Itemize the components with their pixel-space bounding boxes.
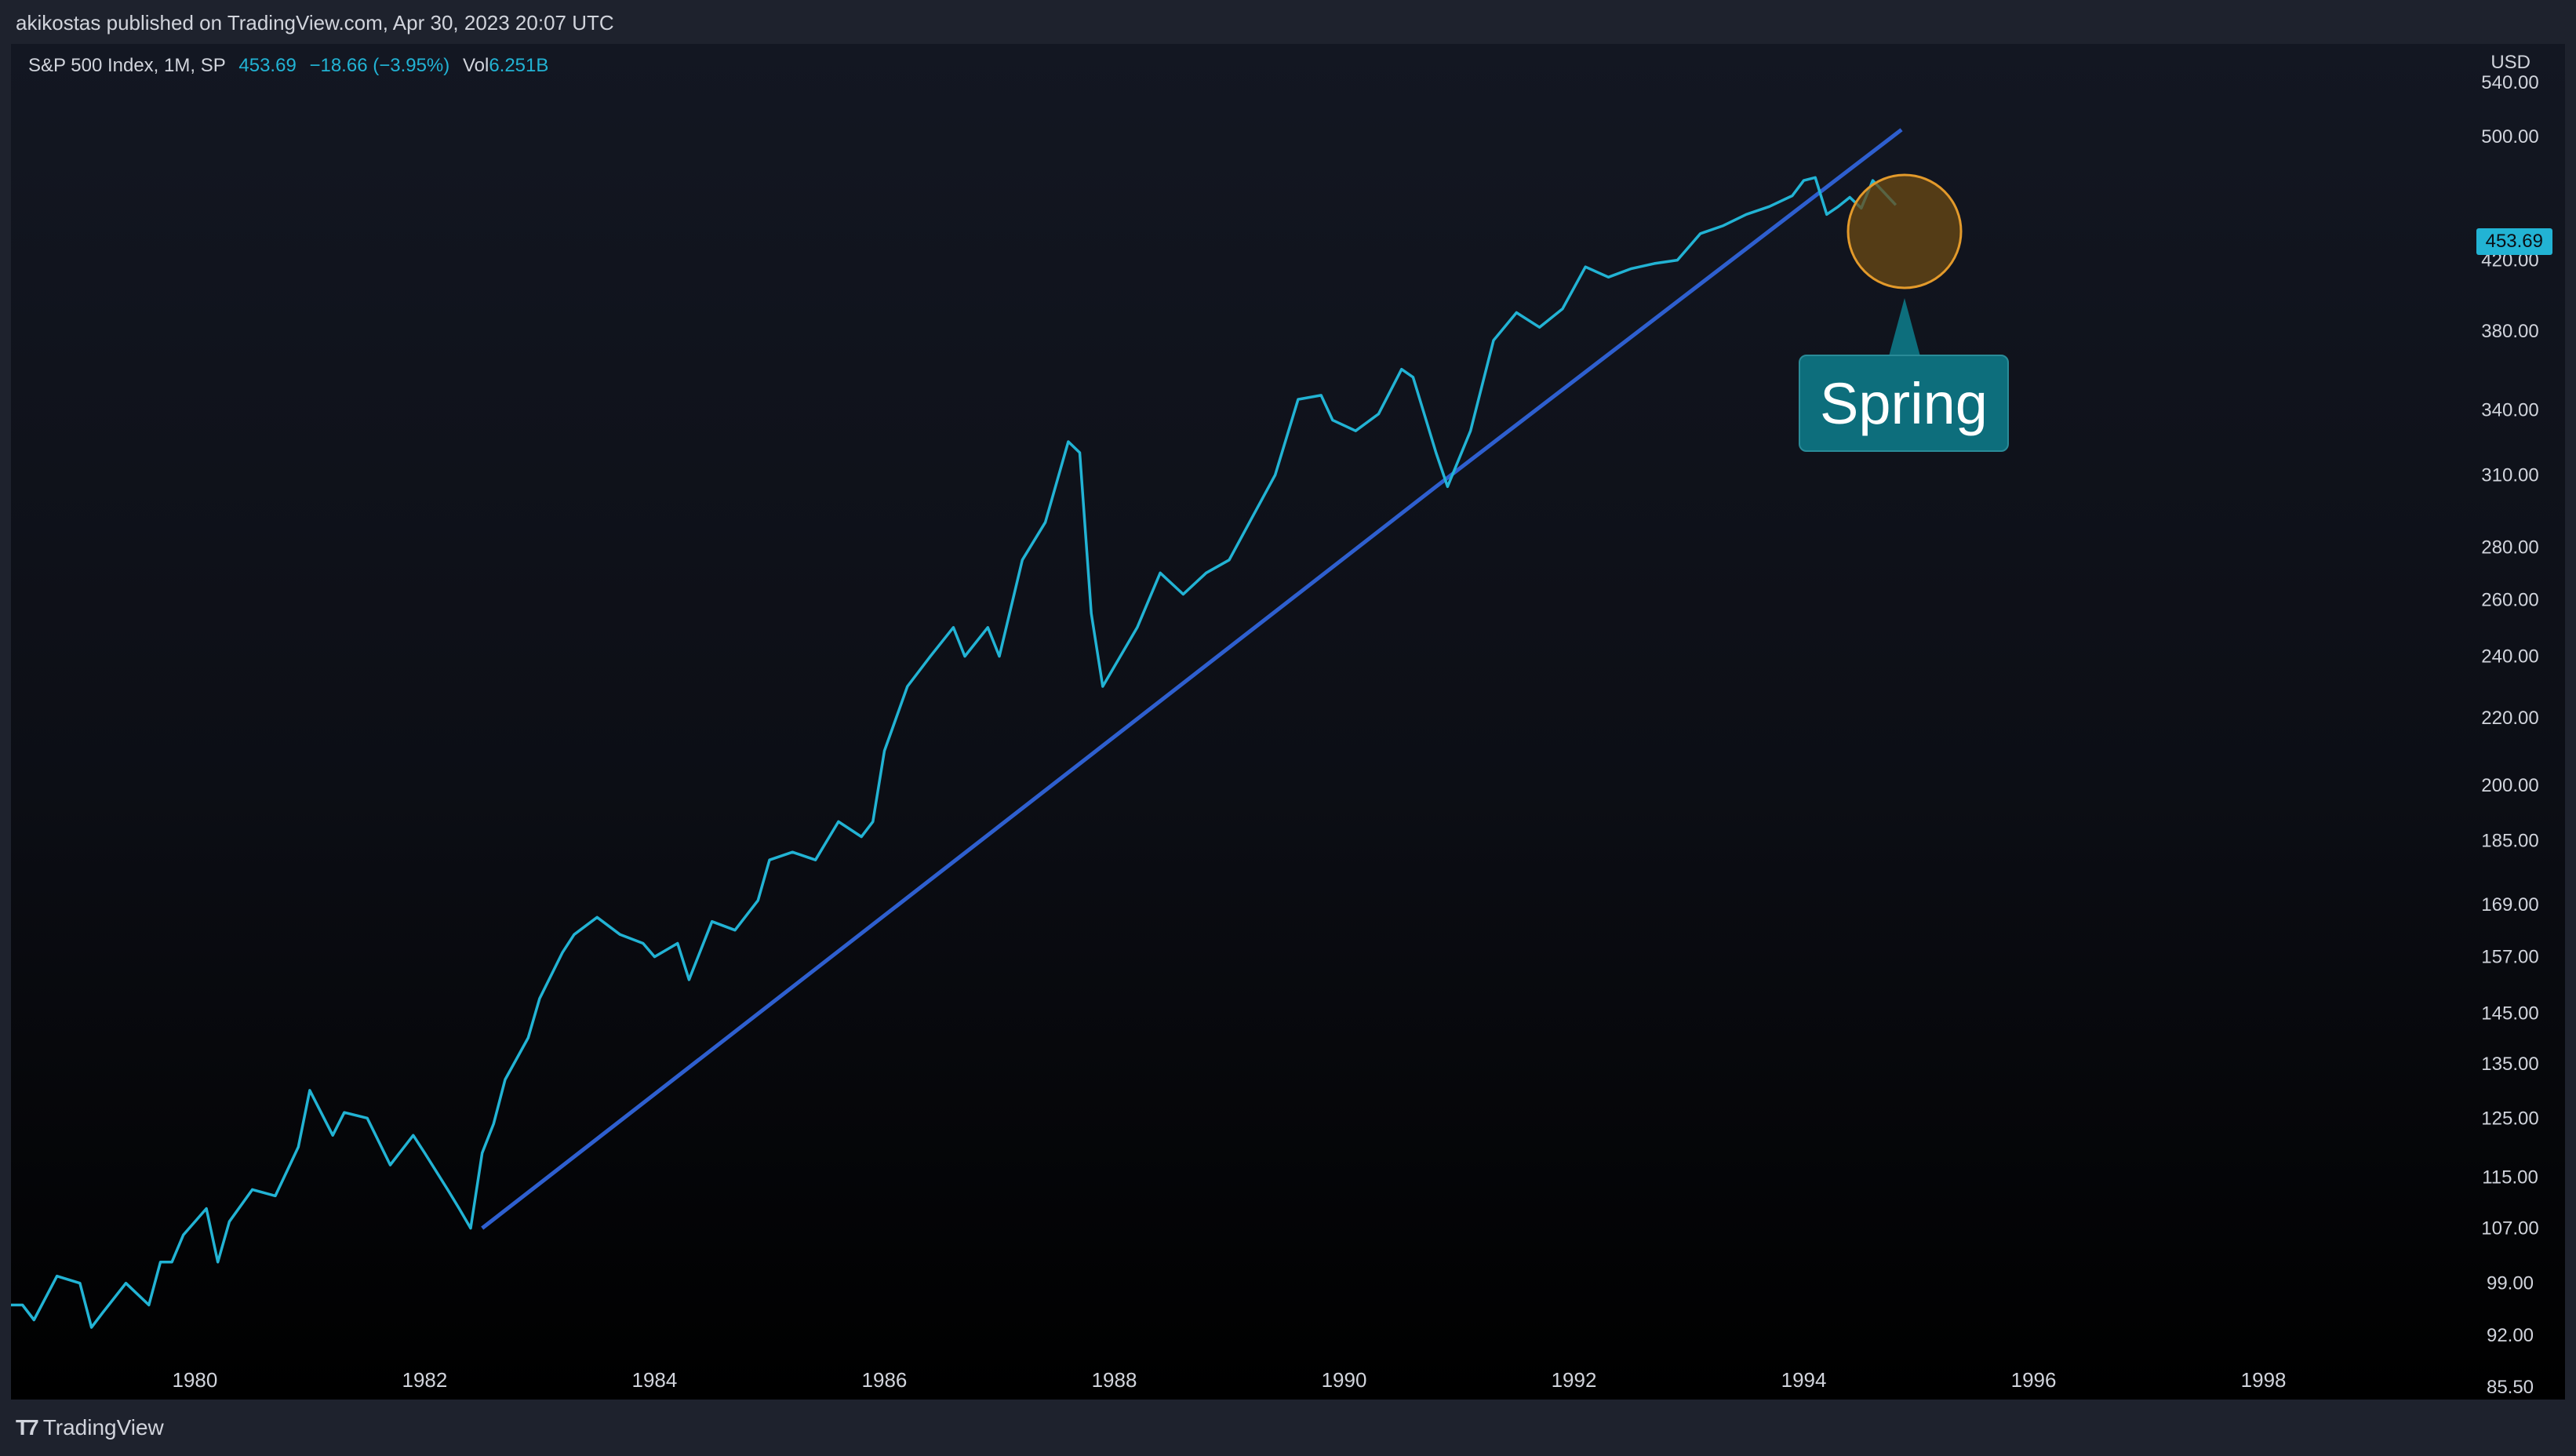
y-tick-label: 99.00 (2487, 1273, 2534, 1294)
publish-line: akikostas published on TradingView.com, … (16, 11, 614, 35)
y-tick-label: 380.00 (2481, 321, 2538, 342)
trend-line (481, 128, 1903, 1230)
brand-name: TradingView (42, 1415, 164, 1440)
y-tick-label: 145.00 (2481, 1003, 2538, 1024)
x-tick-label: 1998 (2241, 1368, 2287, 1392)
current-price-label: 453.69 (2476, 228, 2552, 255)
y-tick-label: 157.00 (2481, 947, 2538, 968)
y-tick-label: 125.00 (2481, 1108, 2538, 1129)
footer-bar (0, 1400, 2576, 1456)
x-tick-label: 1986 (862, 1368, 908, 1392)
callout-pointer (1889, 298, 1920, 356)
x-tick-label: 1994 (1781, 1368, 1827, 1392)
price-line (11, 176, 1897, 1329)
x-tick-label: 1984 (632, 1368, 678, 1392)
symbol-label[interactable]: S&P 500 Index, 1M, SP (28, 55, 226, 76)
x-tick-label: 1980 (172, 1368, 217, 1392)
x-tick-label: 1988 (1092, 1368, 1137, 1392)
y-axis-ticks: 540.00500.00420.00380.00340.00310.00280.… (2481, 72, 2538, 1398)
y-tick-label: 92.00 (2487, 1325, 2534, 1346)
x-tick-label: 1982 (402, 1368, 448, 1392)
y-tick-label: 220.00 (2481, 708, 2538, 729)
publish-header: akikostas published on TradingView.com, … (0, 0, 2576, 44)
x-tick-label: 1996 (2011, 1368, 2057, 1392)
volume-value: 6.251B (489, 55, 549, 76)
volume-label: Vol (462, 55, 489, 76)
y-tick-label: 280.00 (2481, 537, 2538, 558)
y-tick-label: 500.00 (2481, 126, 2538, 147)
y-tick-label: 169.00 (2481, 894, 2538, 915)
y-tick-label: 310.00 (2481, 465, 2538, 486)
y-tick-label: 260.00 (2481, 589, 2538, 610)
y-tick-label: 115.00 (2482, 1167, 2538, 1188)
y-tick-label: 85.50 (2487, 1377, 2534, 1398)
x-axis-ticks: 1980 1982 1984 1986 1988 1990 1992 1994 1996 1998 (172, 1368, 2286, 1392)
spring-highlight-circle (1846, 173, 1963, 289)
spring-callout[interactable]: Spring (1799, 355, 2009, 452)
y-tick-label: 185.00 (2481, 830, 2538, 851)
brand[interactable]: T7 TradingView (16, 1415, 164, 1440)
x-tick-label: 1992 (1552, 1368, 1597, 1392)
chart-legend[interactable]: S&P 500 Index, 1M, SP 453.69 −18.66 (−3.… (28, 55, 556, 77)
currency-label[interactable]: USD (2490, 52, 2531, 73)
y-tick-label: 540.00 (2481, 72, 2538, 93)
y-tick-label: 200.00 (2481, 775, 2538, 796)
y-tick-label: 107.00 (2481, 1218, 2538, 1239)
price-change: −18.66 (−3.95%) (309, 55, 450, 76)
tradingview-logo-icon: T7 (16, 1415, 39, 1440)
last-value: 453.69 (238, 55, 297, 76)
y-tick-label: 340.00 (2481, 399, 2538, 420)
y-tick-label: 240.00 (2481, 646, 2538, 668)
y-tick-label: 135.00 (2481, 1054, 2538, 1075)
x-tick-label: 1990 (1322, 1368, 1367, 1392)
